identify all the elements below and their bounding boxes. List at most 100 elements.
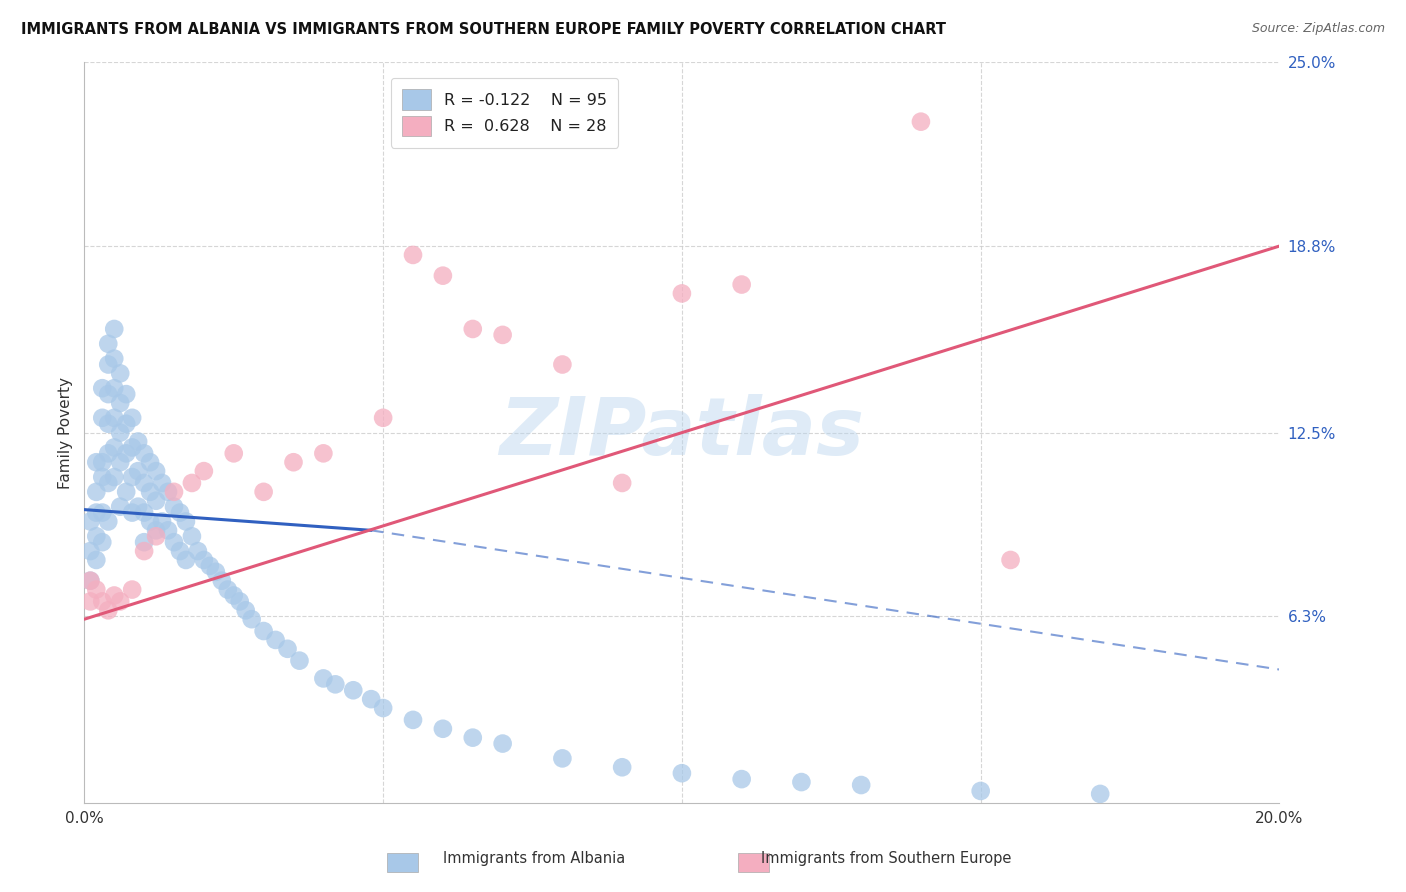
Point [150, 515, 173, 529]
Point [121, 506, 143, 520]
Point [612, 760, 634, 774]
Point [217, 582, 239, 597]
Point [97, 336, 120, 351]
Point [132, 535, 156, 549]
Point [79, 515, 101, 529]
Text: Immigrants from Southern Europe: Immigrants from Southern Europe [761, 851, 1011, 865]
Point [139, 484, 162, 499]
Point [139, 515, 162, 529]
Point [115, 484, 138, 499]
Point [103, 322, 125, 336]
Point [97, 446, 120, 460]
Point [91, 535, 114, 549]
Point [181, 529, 204, 543]
Point [253, 624, 276, 638]
Point [181, 475, 204, 490]
Text: IMMIGRANTS FROM ALBANIA VS IMMIGRANTS FROM SOUTHERN EUROPE FAMILY POVERTY CORREL: IMMIGRANTS FROM ALBANIA VS IMMIGRANTS FR… [21, 22, 946, 37]
Point [91, 381, 114, 395]
Point [551, 751, 574, 765]
Point [492, 737, 515, 751]
Point [150, 475, 173, 490]
Point [121, 410, 143, 425]
Point [612, 475, 634, 490]
Point [174, 515, 197, 529]
Point [402, 248, 425, 262]
Point [1000, 553, 1022, 567]
Point [235, 603, 257, 617]
Point [283, 455, 305, 469]
Point [970, 784, 993, 798]
Point [110, 396, 132, 410]
Point [163, 500, 186, 514]
Point [91, 506, 114, 520]
Point [127, 434, 149, 449]
Point [551, 358, 574, 372]
Point [342, 683, 364, 698]
Point [121, 582, 143, 597]
Point [110, 500, 132, 514]
Point [373, 701, 395, 715]
Point [145, 493, 167, 508]
Point [86, 529, 108, 543]
Point [132, 475, 156, 490]
Point [373, 410, 395, 425]
Point [264, 632, 287, 647]
Point [222, 446, 245, 460]
Point [187, 544, 209, 558]
Point [163, 484, 186, 499]
Point [79, 574, 101, 588]
Point [132, 446, 156, 460]
Point [671, 286, 693, 301]
Point [110, 455, 132, 469]
Point [432, 268, 454, 283]
Point [360, 692, 382, 706]
Point [86, 553, 108, 567]
Point [91, 410, 114, 425]
Point [174, 553, 197, 567]
Point [97, 603, 120, 617]
Point [103, 441, 125, 455]
Point [86, 455, 108, 469]
Point [228, 594, 252, 608]
Point [312, 446, 335, 460]
Point [790, 775, 813, 789]
Point [79, 574, 101, 588]
Text: Source: ZipAtlas.com: Source: ZipAtlas.com [1251, 22, 1385, 36]
Point [91, 470, 114, 484]
Point [86, 506, 108, 520]
Point [132, 506, 156, 520]
Point [91, 594, 114, 608]
Point [461, 322, 484, 336]
Point [157, 524, 180, 538]
Point [115, 417, 138, 431]
Point [103, 589, 125, 603]
Point [121, 441, 143, 455]
Point [110, 594, 132, 608]
Point [97, 515, 120, 529]
Point [121, 470, 143, 484]
Point [222, 589, 245, 603]
Point [86, 484, 108, 499]
Point [312, 672, 335, 686]
Point [671, 766, 693, 780]
Point [110, 367, 132, 381]
Point [127, 500, 149, 514]
Point [91, 455, 114, 469]
Point [132, 544, 156, 558]
Point [79, 544, 101, 558]
Point [288, 654, 311, 668]
Point [103, 381, 125, 395]
Point [731, 277, 754, 292]
Point [1090, 787, 1112, 801]
Point [432, 722, 454, 736]
Point [103, 410, 125, 425]
Point [157, 484, 180, 499]
Legend: R = -0.122    N = 95, R =  0.628    N = 28: R = -0.122 N = 95, R = 0.628 N = 28 [391, 78, 619, 148]
Point [139, 455, 162, 469]
Point [86, 582, 108, 597]
Point [110, 425, 132, 440]
Point [325, 677, 347, 691]
Point [169, 506, 191, 520]
Point [461, 731, 484, 745]
Point [97, 417, 120, 431]
